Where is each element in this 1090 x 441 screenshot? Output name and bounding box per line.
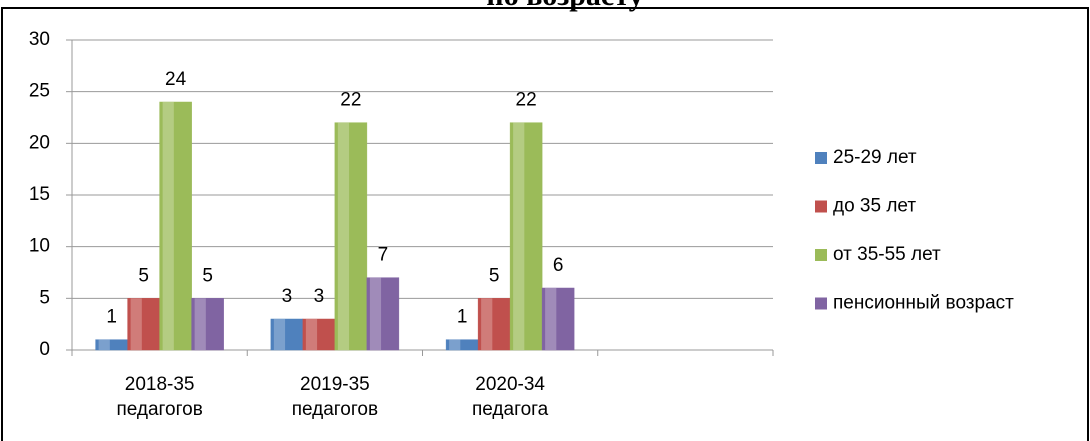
value-label: 5 bbox=[138, 265, 149, 286]
value-label: 5 bbox=[489, 265, 500, 286]
bar bbox=[191, 298, 224, 351]
frame bbox=[1, 7, 1089, 441]
y-tick-label: 15 bbox=[29, 184, 50, 205]
bar-highlight bbox=[273, 319, 286, 350]
y-tick-label: 5 bbox=[39, 287, 50, 308]
bar-highlight bbox=[369, 277, 382, 350]
value-label: 3 bbox=[282, 286, 293, 307]
x-tick-label: 2019-35 педагогов bbox=[291, 374, 379, 420]
y-tick-label: 20 bbox=[29, 132, 50, 153]
bar-highlight bbox=[481, 298, 493, 350]
bar-highlight bbox=[162, 102, 174, 350]
bar bbox=[477, 298, 511, 351]
value-label: 1 bbox=[457, 307, 468, 328]
value-label: 22 bbox=[516, 90, 537, 111]
legend-label: пенсионный возраст bbox=[833, 293, 1014, 314]
bar-highlight bbox=[513, 122, 525, 351]
bar-highlight bbox=[98, 339, 110, 350]
value-label: 22 bbox=[340, 90, 361, 111]
y-tick-label: 10 bbox=[29, 236, 50, 257]
y-tick-label: 30 bbox=[29, 29, 50, 50]
y-tick-label: 25 bbox=[29, 81, 50, 102]
value-label: 1 bbox=[106, 307, 117, 328]
value-label: 5 bbox=[202, 265, 213, 286]
value-label: 6 bbox=[553, 255, 564, 276]
value-label: 24 bbox=[165, 69, 187, 90]
bar bbox=[127, 298, 160, 351]
bar bbox=[509, 122, 543, 351]
legend-label: от 35-55 лет bbox=[833, 244, 941, 265]
bar-highlight bbox=[337, 122, 350, 351]
bar-highlight bbox=[130, 298, 142, 350]
legend-swatch bbox=[815, 249, 827, 261]
value-label: 3 bbox=[314, 286, 325, 307]
legend-swatch bbox=[815, 200, 827, 213]
legend-label: 25-29 лет bbox=[833, 147, 917, 168]
y-tick-label: 0 bbox=[39, 339, 50, 360]
legend-swatch bbox=[815, 297, 827, 310]
bar bbox=[302, 318, 336, 351]
x-tick-label: 2020-34 педагога bbox=[471, 374, 549, 420]
chart-title: по возрасту bbox=[486, 0, 643, 12]
bar-highlight bbox=[194, 298, 206, 350]
bar bbox=[270, 318, 304, 351]
bar bbox=[159, 101, 192, 351]
bar bbox=[541, 287, 575, 351]
value-label: 7 bbox=[378, 245, 389, 266]
x-tick-label: 2018-35 педагогов bbox=[116, 374, 203, 420]
legend-swatch bbox=[815, 152, 827, 164]
bar bbox=[334, 122, 368, 351]
bar-highlight bbox=[449, 339, 461, 350]
legend-label: до 35 лет bbox=[833, 196, 916, 217]
bar-highlight bbox=[545, 288, 557, 350]
bar bbox=[366, 277, 400, 351]
bar-highlight bbox=[305, 319, 318, 350]
